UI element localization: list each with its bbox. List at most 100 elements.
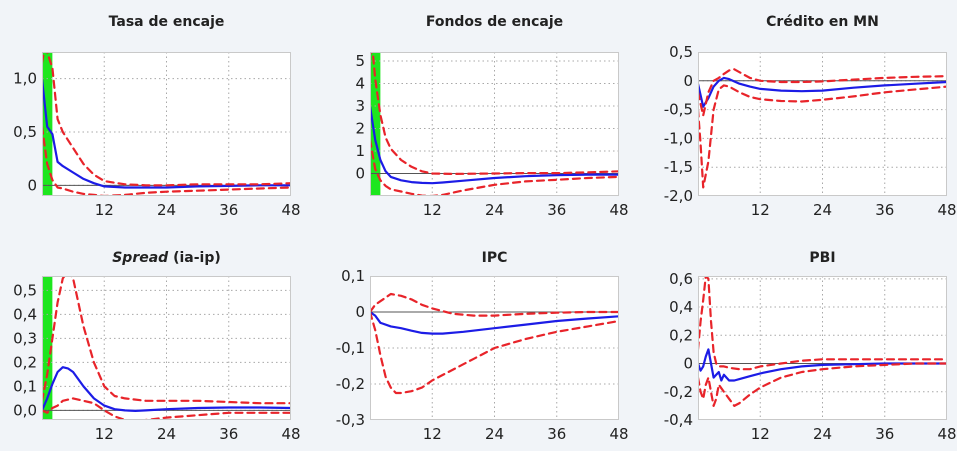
x-tick-label: 48	[609, 425, 628, 443]
impulse-response-line	[698, 76, 947, 108]
y-tick-label: 1,0	[13, 70, 37, 88]
y-tick-label: 0,5	[669, 43, 693, 61]
y-tick-label: 0	[355, 303, 365, 321]
plot-content	[370, 52, 619, 196]
lower-band-line	[370, 310, 619, 395]
x-tick-label: 12	[95, 201, 114, 219]
x-tick-label: 12	[751, 201, 770, 219]
chart-panel: IPC 12 24 36 48 -0,3 -0,2 -0,1 0 0,1	[336, 250, 629, 443]
chart-title: IPC	[482, 250, 508, 266]
shock-highlight-band	[42, 276, 53, 420]
x-tick-label: 24	[157, 201, 176, 219]
impulse-response-line	[42, 77, 291, 189]
y-tick-label: 0,1	[13, 377, 37, 395]
chart-title-italic: Spread	[112, 250, 169, 266]
y-tick-label: -0,4	[664, 411, 693, 429]
y-tick-label: 0,0	[13, 401, 37, 419]
upper-band-line	[370, 292, 619, 317]
impulse-response-line	[698, 348, 947, 382]
x-tick-label: 36	[219, 201, 238, 219]
y-tick-label: 1	[355, 142, 365, 160]
chart-panel: PBI 12 24 36 48 -0,4 -0,2 0 0,2 0,4 0,6	[664, 250, 957, 443]
x-tick-label: 24	[485, 425, 504, 443]
y-tick-label: 0,4	[669, 298, 693, 316]
y-tick-label: -0,2	[664, 383, 693, 401]
y-tick-label: 0,4	[13, 305, 37, 323]
impulse-response-line	[42, 366, 291, 412]
upper-band-line	[370, 52, 619, 175]
plot-content	[42, 276, 291, 420]
plot-frame	[370, 52, 619, 196]
x-tick-label: 12	[423, 425, 442, 443]
y-tick-label: 0	[355, 165, 365, 183]
plot-frame	[42, 276, 291, 420]
y-tick-label: -1,0	[664, 129, 693, 147]
lower-band-line	[42, 397, 291, 420]
chart-panel: Tasa de encaje 12 24 36 48 0 0,5 1,0	[13, 14, 300, 219]
x-tick-label: 36	[547, 425, 566, 443]
x-tick-label: 48	[937, 425, 956, 443]
y-tick-label: 3	[355, 97, 365, 115]
x-tick-label: 24	[157, 425, 176, 443]
y-tick-label: 2	[355, 120, 365, 138]
chart-title-rest: (ia-ip)	[168, 250, 221, 266]
y-tick-label: -0,1	[336, 339, 365, 357]
chart-title: Tasa de encaje	[109, 14, 225, 30]
chart-title: PBI	[809, 250, 835, 266]
upper-band-line	[698, 68, 947, 117]
plot-frame	[698, 276, 947, 420]
chart-title: Crédito en MN	[766, 14, 879, 30]
y-tick-label: -1,5	[664, 158, 693, 176]
plot-frame	[370, 276, 619, 420]
y-tick-label: -0,3	[336, 411, 365, 429]
y-tick-label: -0,2	[336, 375, 365, 393]
x-tick-label: 12	[423, 201, 442, 219]
x-tick-label: 12	[95, 425, 114, 443]
y-tick-label: 5	[355, 52, 365, 70]
plot-frame	[42, 52, 291, 196]
y-tick-label: 0,5	[13, 123, 37, 141]
chart-panel: Spread (ia-ip) 12 24 36 48 0,0 0,1 0,2 0,3 0,4 0,5	[13, 250, 300, 443]
y-tick-label: -0,5	[664, 101, 693, 119]
y-tick-label: -2,0	[664, 187, 693, 205]
y-tick-label: 0,2	[669, 326, 693, 344]
y-tick-label: 0,2	[13, 353, 37, 371]
x-tick-label: 48	[937, 201, 956, 219]
plot-content	[698, 52, 947, 196]
chart-title: Spread (ia-ip)	[112, 250, 221, 266]
y-tick-label: 0,1	[341, 267, 365, 285]
x-tick-label: 36	[875, 201, 894, 219]
x-tick-label: 48	[609, 201, 628, 219]
y-tick-label: 0	[683, 355, 693, 373]
x-tick-label: 48	[281, 201, 300, 219]
x-tick-label: 36	[219, 425, 238, 443]
y-tick-label: 0,5	[13, 281, 37, 299]
x-tick-label: 24	[813, 201, 832, 219]
lower-band-line	[698, 362, 947, 407]
chart-title: Fondos de encaje	[426, 14, 563, 30]
impulse-response-line	[370, 104, 619, 185]
y-tick-label: 0,3	[13, 329, 37, 347]
x-tick-label: 36	[875, 425, 894, 443]
plot-frame	[698, 52, 947, 196]
impulse-response-line	[370, 310, 619, 335]
lower-band-line	[370, 138, 619, 196]
x-tick-label: 36	[547, 201, 566, 219]
x-tick-label: 48	[281, 425, 300, 443]
lower-band-line	[42, 125, 291, 196]
y-tick-label: 0	[27, 176, 37, 194]
y-tick-label: 0,6	[669, 270, 693, 288]
y-tick-label: 0	[683, 72, 693, 90]
y-tick-label: 4	[355, 75, 365, 93]
x-tick-label: 12	[751, 425, 770, 443]
x-tick-label: 24	[485, 201, 504, 219]
plot-content	[370, 276, 619, 420]
lower-band-line	[698, 84, 947, 189]
chart-panel: Crédito en MN 12 24 36 48 -2,0 -1,5 -1,0 -0,5 0 0,…	[664, 14, 957, 219]
upper-band-line	[42, 52, 291, 187]
upper-band-line	[42, 276, 291, 405]
x-tick-label: 24	[813, 425, 832, 443]
plot-content	[42, 52, 291, 196]
